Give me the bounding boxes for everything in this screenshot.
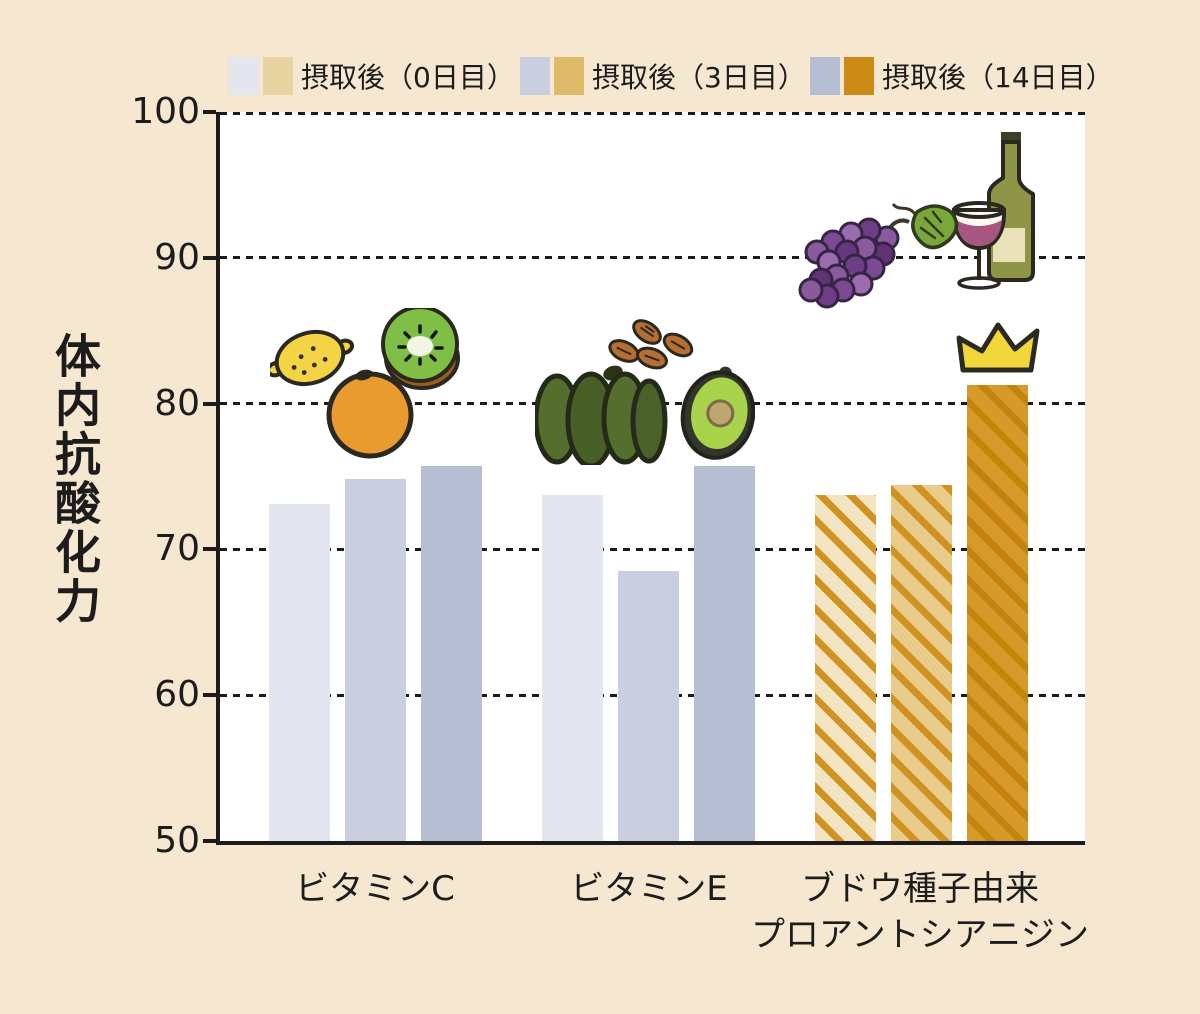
legend-swatch-gray-day14 xyxy=(810,57,840,95)
legend-swatch-gray-day0 xyxy=(229,57,259,95)
bar-group2-day14 xyxy=(694,466,755,841)
gridline-90 xyxy=(220,256,1085,259)
ytick-label-90: 90 xyxy=(154,237,200,278)
ytick-label-80: 80 xyxy=(154,383,200,424)
bar-group3-day14 xyxy=(967,385,1028,841)
ytick-mark-60 xyxy=(203,693,216,697)
green-pepper-icon xyxy=(535,365,668,465)
ytick-label-60: 60 xyxy=(154,674,200,715)
kiwi-icon xyxy=(381,308,460,390)
gridline-70 xyxy=(220,548,1085,551)
legend-entry-day14: 摂取後（14日目） xyxy=(810,57,1114,95)
plot-area xyxy=(216,112,1085,845)
grape-bunch-icon xyxy=(798,217,910,309)
ytick-label-50: 50 xyxy=(154,820,200,861)
lemon-icon xyxy=(270,330,355,386)
legend-label-day14: 摂取後（14日目） xyxy=(882,61,1114,94)
ytick-mark-100 xyxy=(203,110,216,114)
ytick-mark-50 xyxy=(203,839,216,843)
bar-group3-day0 xyxy=(815,495,876,841)
y-axis-title: 体内抗酸化力 xyxy=(48,332,102,626)
vitamin-c-fruits xyxy=(270,308,460,459)
bar-group2-day3 xyxy=(618,571,679,841)
bar-group1-day0 xyxy=(269,504,330,841)
wine-glass-icon xyxy=(951,201,1007,290)
legend-swatch-gold-day0 xyxy=(263,57,293,95)
bar-group3-day3 xyxy=(891,485,952,841)
legend-swatch-gray-day3 xyxy=(520,57,550,95)
bar-group1-day14 xyxy=(421,466,482,841)
x-label-category3: ブドウ種子由来 プロアントシアニジン xyxy=(751,869,1089,955)
bar-group1-day3 xyxy=(345,479,406,841)
ytick-label-70: 70 xyxy=(154,528,200,569)
crown-icon xyxy=(956,322,1040,373)
legend-label-day3: 摂取後（3日目） xyxy=(592,61,806,94)
x-label-category1: ビタミンC xyxy=(295,869,455,909)
bar-group2-day0 xyxy=(542,495,603,841)
ytick-label-100: 100 xyxy=(131,91,200,132)
x-label-category2: ビタミンE xyxy=(570,869,728,909)
almonds-icon xyxy=(608,319,694,370)
legend-label-day0: 摂取後（0日目） xyxy=(301,61,515,94)
legend-entry-day0: 摂取後（0日目） xyxy=(229,57,515,95)
legend-swatch-gold-day3 xyxy=(554,57,584,95)
grape-seed-illustration xyxy=(798,132,1035,309)
vitamin-e-foods xyxy=(535,319,755,465)
ytick-mark-80 xyxy=(203,402,216,406)
grape-leaf-icon xyxy=(891,202,959,250)
gridline-100 xyxy=(220,112,1085,115)
orange-icon xyxy=(326,369,414,459)
ytick-mark-90 xyxy=(203,256,216,260)
avocado-icon xyxy=(680,366,755,460)
ytick-mark-70 xyxy=(203,547,216,551)
legend-entry-day3: 摂取後（3日目） xyxy=(520,57,806,95)
legend-swatch-gold-day14 xyxy=(844,57,874,95)
